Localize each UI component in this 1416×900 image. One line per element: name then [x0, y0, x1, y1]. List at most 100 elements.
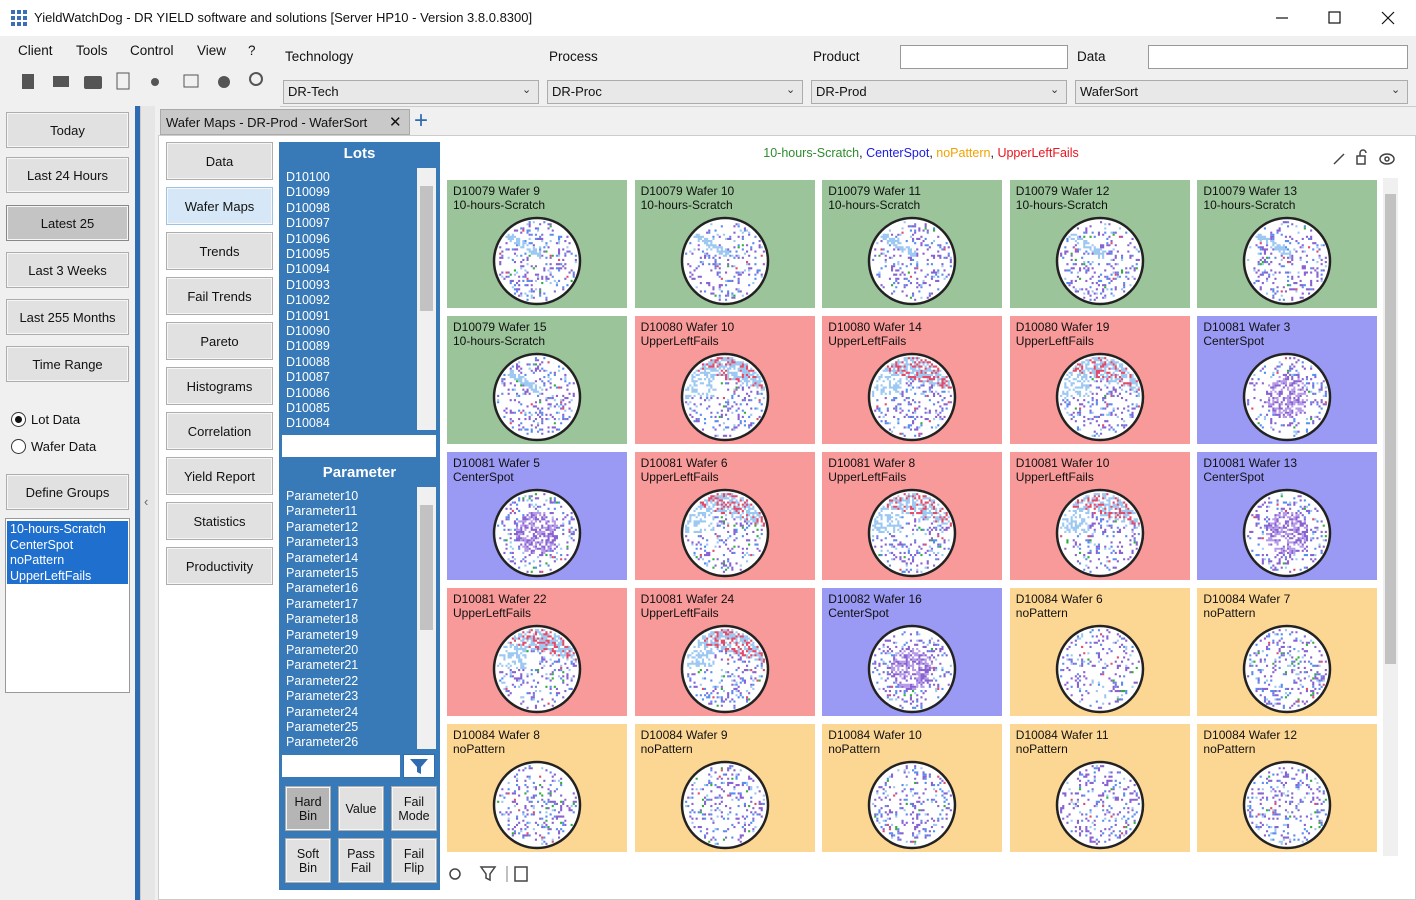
- list-item[interactable]: D10096: [286, 231, 330, 246]
- tab[interactable]: Wafer Maps - DR-Prod - WaferSort ✕: [160, 109, 410, 135]
- filter-combo[interactable]: DR-Prod ⌄: [811, 80, 1067, 104]
- menu-item[interactable]: View: [197, 43, 227, 58]
- toolbar-icons[interactable]: [18, 70, 268, 94]
- filter-combo[interactable]: DR-Tech ⌄: [283, 80, 539, 104]
- menu-item[interactable]: Client: [18, 43, 53, 58]
- list-item[interactable]: D10099: [286, 185, 330, 200]
- wafer-tile[interactable]: D10084 Wafer 12 noPattern: [1197, 724, 1378, 852]
- list-item[interactable]: D10089: [286, 339, 330, 354]
- wafer-tile[interactable]: D10079 Wafer 12 10-hours-Scratch: [1009, 180, 1190, 308]
- list-item[interactable]: Parameter11: [286, 504, 358, 519]
- list-item[interactable]: Parameter20: [286, 643, 359, 657]
- search-input[interactable]: [282, 755, 400, 777]
- collapse-arrow[interactable]: ‹: [144, 494, 149, 509]
- scroll-thumb[interactable]: [420, 505, 433, 630]
- radio[interactable]: [11, 412, 26, 427]
- wafer-tile[interactable]: D10084 Wafer 6 noPattern: [1009, 588, 1190, 716]
- bin-button[interactable]: Fail Mode: [391, 786, 437, 831]
- menu-item[interactable]: Tools: [76, 43, 108, 58]
- list-item[interactable]: D10094: [286, 262, 330, 277]
- text-input[interactable]: [900, 45, 1068, 69]
- wafer-tile[interactable]: D10081 Wafer 13 CenterSpot: [1197, 452, 1378, 580]
- list-item[interactable]: D10091: [286, 308, 330, 323]
- scrollbar[interactable]: [417, 168, 436, 430]
- scrollbar[interactable]: [417, 487, 436, 749]
- wafer-tile[interactable]: D10079 Wafer 10 10-hours-Scratch: [634, 180, 815, 308]
- wafer-tile[interactable]: D10084 Wafer 7 noPattern: [1197, 588, 1378, 716]
- list-item[interactable]: Parameter10: [286, 489, 359, 503]
- view-button[interactable]: Yield Report: [166, 457, 273, 495]
- wafer-tile[interactable]: D10079 Wafer 9 10-hours-Scratch: [447, 180, 627, 308]
- group-list[interactable]: 10-hours-Scratch CenterSpot noPattern Upper…: [5, 518, 130, 693]
- list-item[interactable]: Parameter13: [286, 535, 359, 550]
- text-input[interactable]: [1148, 45, 1408, 69]
- bin-button[interactable]: Soft Bin: [285, 838, 331, 883]
- radio-label[interactable]: Wafer Data: [31, 439, 97, 454]
- window-controls[interactable]: [1270, 8, 1400, 28]
- time-button[interactable]: Last 255 Months: [6, 299, 129, 335]
- list-item[interactable]: Parameter23: [286, 689, 359, 704]
- scroll-thumb[interactable]: [1385, 194, 1396, 664]
- wafer-tile[interactable]: D10081 Wafer 6 UpperLeftFails: [634, 452, 815, 580]
- view-button[interactable]: Trends: [166, 232, 273, 270]
- wafer-tile[interactable]: D10080 Wafer 19 UpperLeftFails: [1009, 316, 1190, 444]
- list-item[interactable]: Parameter19: [286, 627, 359, 642]
- wafer-tile[interactable]: D10081 Wafer 22 UpperLeftFails: [447, 588, 627, 716]
- time-button[interactable]: Time Range: [6, 346, 129, 382]
- list-item[interactable]: D10087: [286, 370, 330, 385]
- radio[interactable]: [11, 439, 26, 454]
- list-item[interactable]: Parameter24: [286, 704, 359, 719]
- wafer-tile[interactable]: D10084 Wafer 8 noPattern: [447, 724, 627, 852]
- list-item[interactable]: Parameter26: [286, 735, 359, 747]
- bin-button[interactable]: Pass Fail: [338, 838, 384, 883]
- filter-combo[interactable]: DR-Proc ⌄: [547, 80, 803, 104]
- wafer-tile[interactable]: D10081 Wafer 3 CenterSpot: [1197, 316, 1378, 444]
- view-button[interactable]: Fail Trends: [166, 277, 273, 315]
- bin-button[interactable]: Value: [338, 786, 384, 831]
- view-button[interactable]: Productivity: [166, 547, 273, 585]
- list-item[interactable]: Parameter21: [286, 658, 359, 673]
- view-icons[interactable]: [1330, 148, 1400, 168]
- list-item[interactable]: Parameter22: [286, 673, 359, 688]
- list-box[interactable]: Parameter10 Parameter11 Parameter12 Paramet…: [281, 489, 437, 747]
- tab-close[interactable]: ✕: [389, 114, 402, 131]
- add-tab[interactable]: +: [413, 107, 428, 134]
- group-item[interactable]: 10-hours-Scratch: [10, 522, 106, 536]
- wafer-tile[interactable]: D10081 Wafer 8 UpperLeftFails: [822, 452, 1003, 580]
- wafer-tile[interactable]: D10084 Wafer 9 noPattern: [634, 724, 815, 852]
- search-input[interactable]: [282, 435, 436, 457]
- list-item[interactable]: D10088: [286, 354, 330, 369]
- view-button[interactable]: Statistics: [166, 502, 273, 540]
- scroll-thumb[interactable]: [420, 186, 433, 311]
- view-button[interactable]: Correlation: [166, 412, 273, 450]
- time-button[interactable]: Last 24 Hours: [6, 157, 129, 193]
- view-button[interactable]: Data: [166, 142, 273, 180]
- list-item[interactable]: Parameter14: [286, 550, 359, 565]
- menu-item[interactable]: Control: [130, 43, 174, 58]
- view-button[interactable]: Histograms: [166, 367, 273, 405]
- list-item[interactable]: D10095: [286, 247, 330, 261]
- wafer-tile[interactable]: D10082 Wafer 16 CenterSpot: [822, 588, 1003, 716]
- time-button[interactable]: Today: [6, 112, 129, 148]
- group-item[interactable]: noPattern: [10, 553, 65, 567]
- list-item[interactable]: D10086: [286, 385, 330, 400]
- radio-label[interactable]: Lot Data: [31, 412, 81, 427]
- scrollbar[interactable]: [1383, 178, 1398, 856]
- list-item[interactable]: D10092: [286, 293, 330, 308]
- wafer-tile[interactable]: D10079 Wafer 15 10-hours-Scratch: [447, 316, 627, 444]
- list-item[interactable]: D10097: [286, 216, 330, 231]
- list-box[interactable]: D10100 D10099 D10098 D10097 D10096 D10095 D100…: [281, 170, 437, 428]
- wafer-tile[interactable]: D10084 Wafer 10 noPattern: [822, 724, 1003, 852]
- list-item[interactable]: Parameter25: [286, 720, 359, 734]
- wafer-tile[interactable]: D10080 Wafer 14 UpperLeftFails: [822, 316, 1003, 444]
- list-item[interactable]: D10085: [286, 401, 330, 415]
- group-item[interactable]: CenterSpot: [10, 537, 74, 552]
- view-button[interactable]: Pareto: [166, 322, 273, 360]
- define-groups-button[interactable]: Define Groups: [6, 474, 129, 510]
- list-item[interactable]: Parameter17: [286, 596, 359, 611]
- filter-combo[interactable]: WaferSort ⌄: [1075, 80, 1408, 104]
- bin-button[interactable]: Fail Flip: [391, 838, 437, 883]
- list-item[interactable]: D10093: [286, 277, 330, 292]
- wafer-tile[interactable]: D10079 Wafer 11 10-hours-Scratch: [822, 180, 1003, 308]
- list-item[interactable]: D10098: [286, 200, 330, 215]
